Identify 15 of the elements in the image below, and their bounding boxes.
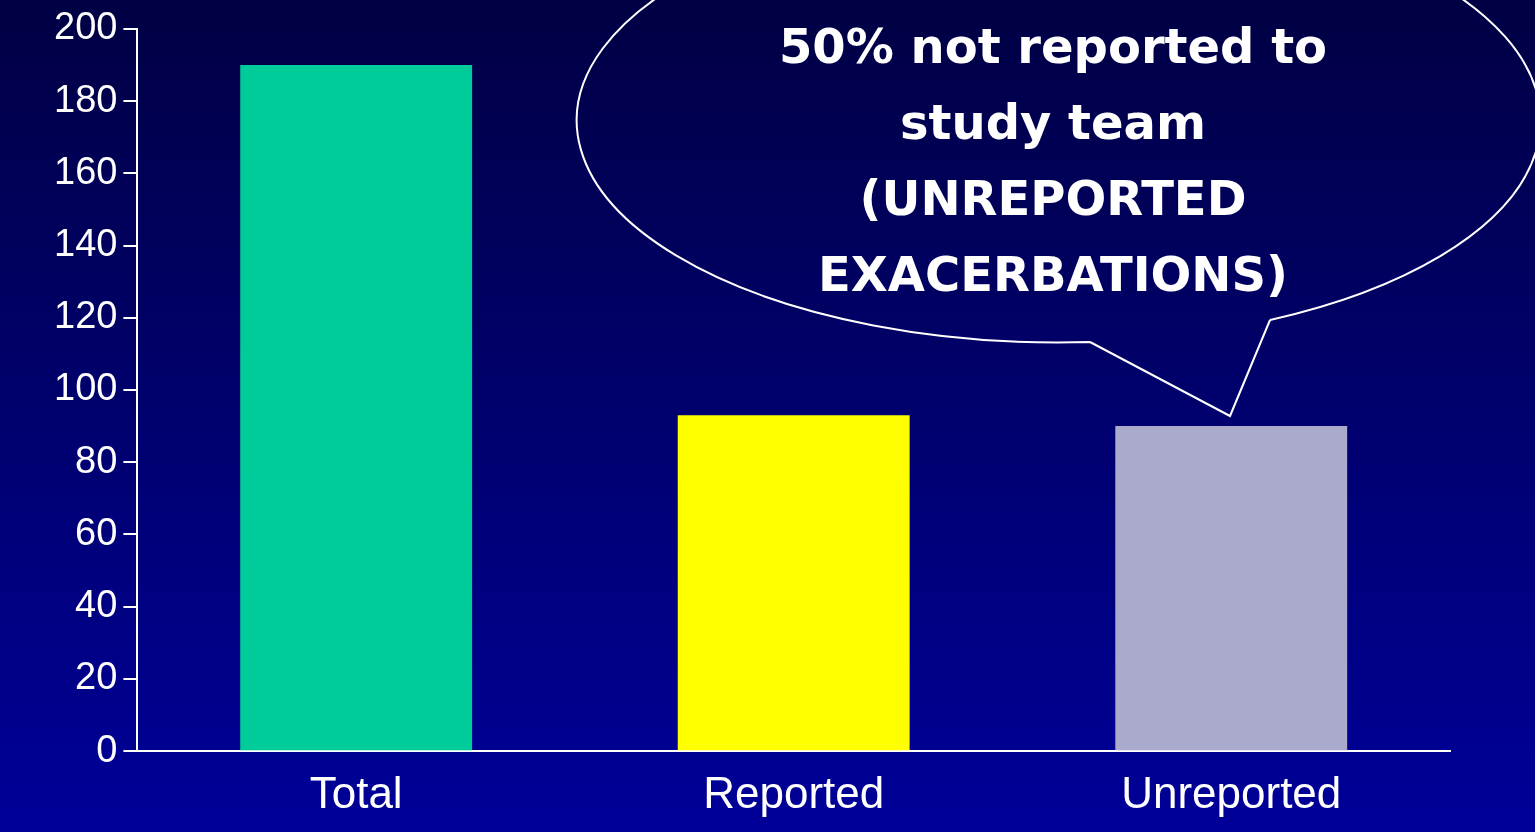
x-tick-label: Reported	[703, 767, 885, 817]
y-tick-label: 200	[54, 5, 118, 48]
x-tick-label: Total	[309, 767, 403, 817]
y-tick-label: 0	[96, 727, 118, 770]
y-tick-label: 140	[54, 222, 118, 264]
y-tick-label: 40	[75, 583, 118, 626]
y-tick-label: 20	[75, 655, 118, 698]
y-tick-label: 180	[54, 77, 118, 120]
y-tick-label: 80	[75, 438, 118, 481]
y-tick-label: 100	[54, 366, 118, 409]
x-tick-label: Unreported	[1121, 767, 1342, 817]
y-tick-label: 120	[54, 294, 118, 337]
y-tick-label: 60	[75, 510, 118, 553]
annotation: 50% not reported to study team (UNREPORTED EXACERBATIONS)	[777, 17, 1329, 304]
y-tick-label: 160	[54, 149, 118, 192]
